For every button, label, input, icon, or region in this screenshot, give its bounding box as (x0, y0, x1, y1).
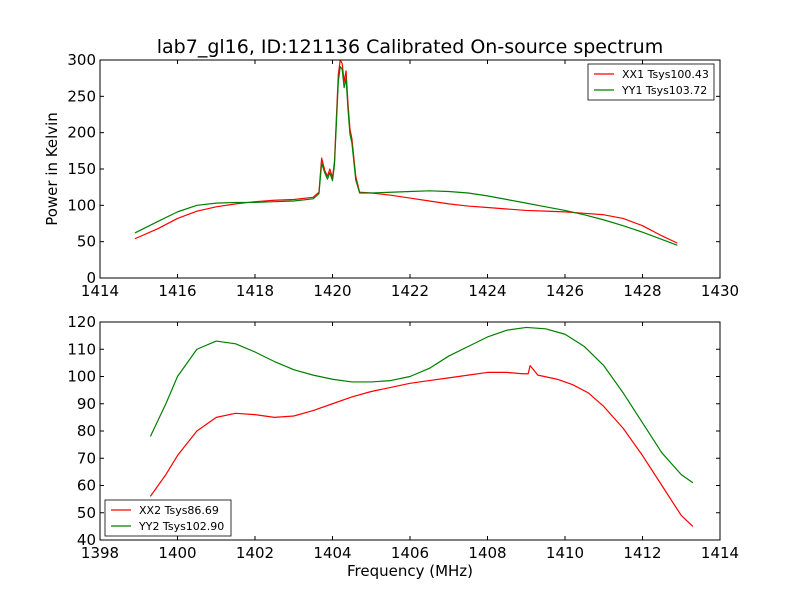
bottom-y-tick-label: 40 (77, 531, 96, 549)
top-x-tick-label: 1430 (701, 282, 739, 300)
top-legend: XX1 Tsys100.43 YY1 Tsys103.72 (587, 63, 715, 101)
bottom-plot-area (149, 326, 694, 527)
bottom-x-tick-label: 1398 (81, 544, 119, 562)
bottom-series-line-1 (149, 326, 694, 484)
top-y-tick-label: 200 (67, 124, 96, 142)
chart-title: lab7_gl16, ID:121136 Calibrated On-sourc… (157, 36, 664, 58)
bottom-x-axis-label: Frequency (MHz) (347, 562, 473, 580)
bottom-legend: XX2 Tsys86.69 YY2 Tsys102.90 (104, 499, 232, 537)
top-x-ticks: 1414 1416 1418 1420 1422 1424 1426 1428 1430 (81, 60, 739, 300)
top-y-tick-label: 300 (67, 51, 96, 69)
top-x-tick-label: 1418 (236, 282, 274, 300)
top-x-tick-label: 1422 (391, 282, 429, 300)
bottom-x-tick-label: 1406 (391, 544, 429, 562)
top-y-tick-label: 0 (86, 269, 96, 287)
top-legend-label-1: YY1 Tsys103.72 (621, 84, 707, 97)
top-legend-box (587, 63, 715, 101)
top-x-tick-label: 1420 (313, 282, 351, 300)
top-plot-area (134, 59, 678, 246)
bottom-x-tick-label: 1400 (158, 544, 196, 562)
bottom-y-tick-label: 110 (67, 340, 96, 358)
bottom-y-tick-label: 70 (77, 449, 96, 467)
bottom-y-tick-label: 100 (67, 368, 96, 386)
top-plot: 1414 1416 1418 1420 1422 1424 1426 1428 1430 0 50… (43, 51, 739, 300)
bottom-y-tick-label: 60 (77, 477, 96, 495)
top-series-line-0 (134, 59, 678, 244)
top-y-axis-label: Power in Kelvin (43, 112, 61, 226)
top-y-tick-label: 150 (67, 160, 96, 178)
bottom-x-ticks: 1398 1400 1402 1404 1406 1408 1410 1412 1414 (81, 322, 739, 562)
bottom-y-tick-label: 50 (77, 504, 96, 522)
top-series-line-1 (134, 65, 678, 246)
bottom-x-tick-label: 1402 (236, 544, 274, 562)
top-x-tick-label: 1428 (623, 282, 661, 300)
bottom-y-ticks: 40 50 60 70 80 90 100 110 120 (67, 313, 720, 549)
top-y-ticks: 0 50 100 150 200 250 300 (67, 51, 720, 287)
bottom-y-tick-label: 120 (67, 313, 96, 331)
bottom-x-tick-label: 1414 (701, 544, 739, 562)
top-x-tick-label: 1416 (158, 282, 196, 300)
bottom-legend-box (104, 499, 232, 537)
bottom-x-tick-label: 1412 (623, 544, 661, 562)
bottom-x-tick-label: 1410 (546, 544, 584, 562)
bottom-legend-label-1: YY2 Tsys102.90 (138, 520, 224, 533)
bottom-x-tick-label: 1404 (313, 544, 351, 562)
top-y-tick-label: 100 (67, 196, 96, 214)
top-legend-label-0: XX1 Tsys100.43 (622, 68, 709, 81)
bottom-legend-label-0: XX2 Tsys86.69 (139, 504, 219, 517)
top-x-tick-label: 1414 (81, 282, 119, 300)
top-y-tick-label: 50 (77, 233, 96, 251)
top-x-tick-label: 1426 (546, 282, 584, 300)
top-y-tick-label: 250 (67, 87, 96, 105)
bottom-series-line-0 (149, 365, 694, 527)
bottom-y-tick-label: 80 (77, 422, 96, 440)
bottom-x-tick-label: 1408 (468, 544, 506, 562)
top-x-tick-label: 1424 (468, 282, 506, 300)
bottom-y-tick-label: 90 (77, 395, 96, 413)
bottom-plot: 1398 1400 1402 1404 1406 1408 1410 1412 1414 40 5… (67, 313, 739, 580)
